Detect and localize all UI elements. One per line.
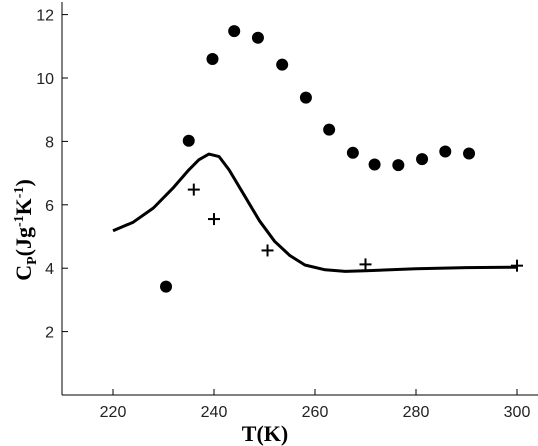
x-tick-label: 220 [100, 404, 127, 421]
y-tick-label: 12 [36, 8, 54, 25]
circle-data-point [276, 58, 289, 71]
model-curve [112, 152, 518, 273]
circle-data-point [416, 153, 429, 166]
y-axis-title-rest3: ) [11, 179, 36, 186]
circle-data-point [206, 52, 219, 65]
circle-data-point [392, 159, 405, 172]
x-tick-label: 300 [504, 404, 531, 421]
circle-data-point [251, 31, 264, 44]
plus-data-point [187, 183, 200, 196]
plus-data-point [261, 244, 274, 257]
x-tick-label: 240 [201, 404, 228, 421]
circle-data-point [463, 147, 476, 160]
y-axis-title: CP(Jg-1K-1) [11, 179, 40, 281]
axes [61, 2, 538, 396]
y-axis-title-base: C [11, 265, 36, 281]
plus-data-point [208, 213, 220, 226]
y-axis-title-sup1: -1 [12, 215, 27, 227]
x-tick-label: 280 [403, 404, 430, 421]
y-tick-label: 4 [45, 261, 54, 278]
circle-data-point [228, 25, 241, 38]
circle-data-point [160, 280, 173, 293]
plus-data-point [511, 259, 523, 272]
y-axis-title-sub: P [25, 256, 40, 265]
y-axis-title-sup2: -1 [12, 187, 27, 199]
series-layer [112, 25, 523, 293]
circle-data-point [346, 146, 359, 159]
circle-data-point [368, 158, 381, 171]
y-tick-label: 2 [45, 325, 54, 342]
y-tick-label: 8 [45, 134, 54, 151]
y-tick-label: 6 [45, 198, 54, 215]
plus-data-point [359, 258, 372, 271]
y-axis-title-rest2: K [11, 198, 36, 215]
y-tick-label: 10 [36, 71, 54, 88]
ticks: 220 240 260 280 300 2 4 6 8 10 12 [36, 8, 530, 421]
x-tick-label: 260 [302, 404, 329, 421]
circle-data-point [182, 134, 195, 147]
y-axis-title-rest1: (Jg [11, 227, 36, 256]
circle-data-point [439, 145, 452, 158]
circle-data-point [299, 91, 312, 104]
x-axis-title: T(K) [242, 421, 288, 446]
circle-data-point [323, 123, 336, 136]
